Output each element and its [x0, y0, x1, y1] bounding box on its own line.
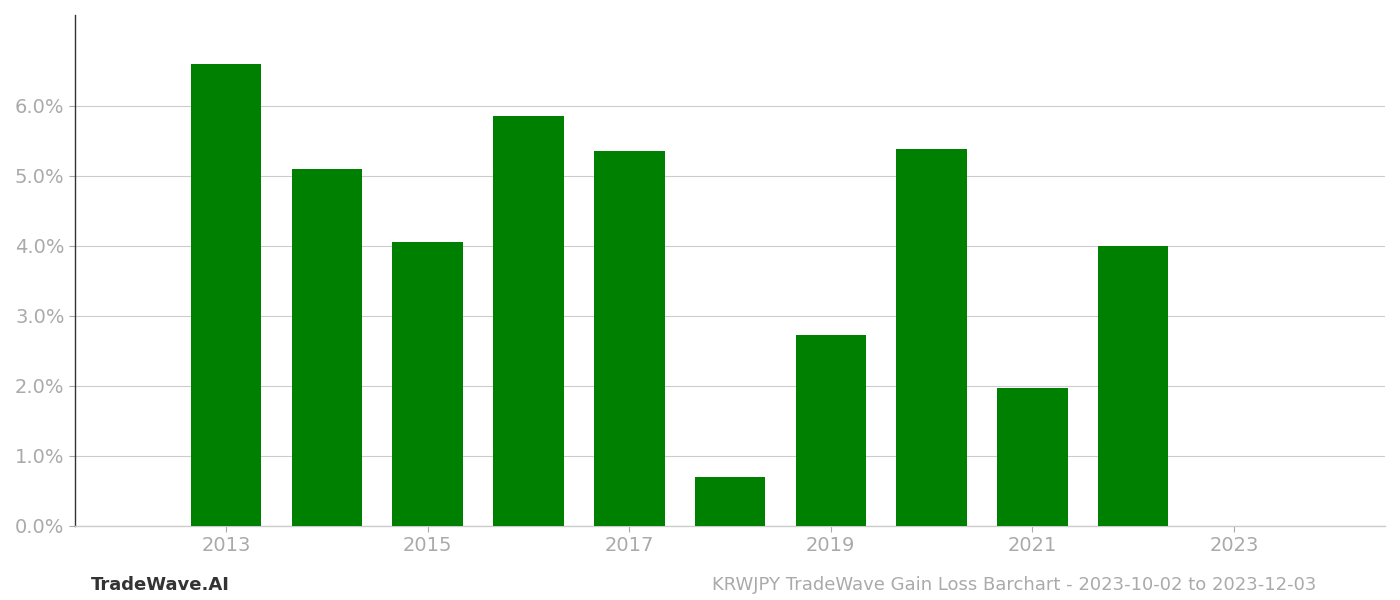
Bar: [694, 476, 766, 526]
Bar: [1098, 246, 1169, 526]
Bar: [896, 149, 967, 526]
Bar: [291, 169, 363, 526]
Text: KRWJPY TradeWave Gain Loss Barchart - 2023-10-02 to 2023-12-03: KRWJPY TradeWave Gain Loss Barchart - 20…: [711, 576, 1316, 594]
Text: TradeWave.AI: TradeWave.AI: [91, 576, 230, 594]
Bar: [392, 242, 463, 526]
Bar: [997, 388, 1068, 526]
Bar: [795, 335, 867, 526]
Bar: [190, 64, 262, 526]
Bar: [594, 151, 665, 526]
Bar: [493, 116, 564, 526]
